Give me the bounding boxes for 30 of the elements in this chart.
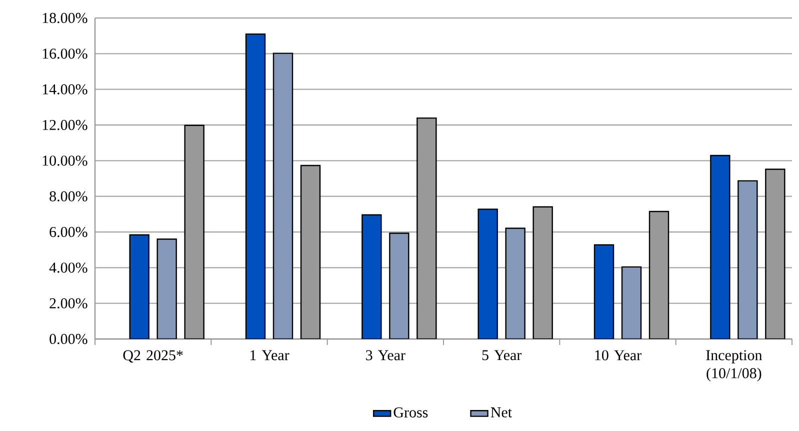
bar (272, 52, 294, 340)
y-tick-label: 0.00% (50, 334, 88, 344)
bar (389, 232, 410, 340)
x-tick-label: 3 Year (366, 350, 406, 360)
x-tick-label: 1 Year (250, 350, 290, 360)
y-tick-label: 16.00% (42, 48, 88, 59)
y-tick-label: 10.00% (42, 156, 88, 166)
bar (156, 238, 177, 340)
bar (710, 154, 730, 340)
bar (594, 244, 614, 340)
legend-label: Gross (394, 407, 428, 418)
y-tick-label: 18.00% (42, 12, 88, 24)
bar (245, 33, 266, 340)
x-tick-label: Q2 2025* (123, 350, 183, 363)
bar (621, 266, 642, 340)
y-tick-label: 2.00% (50, 298, 88, 308)
bar (505, 228, 526, 340)
x-tick-label: 5 Year (482, 350, 522, 360)
legend-label: Net (490, 407, 512, 418)
bar (478, 208, 498, 340)
bar (738, 180, 758, 340)
x-tick-label: Inception (10/1/08) (706, 350, 762, 382)
bar (362, 214, 382, 340)
y-tick-label: 12.00% (42, 120, 88, 130)
x-tick-label: 10 Year (595, 350, 642, 360)
y-tick-label: 6.00% (50, 226, 88, 238)
bar (129, 234, 150, 340)
y-tick-label: 4.00% (49, 262, 88, 273)
y-tick-label: 8.00% (50, 191, 88, 202)
y-tick-label: 14.00% (42, 84, 88, 94)
